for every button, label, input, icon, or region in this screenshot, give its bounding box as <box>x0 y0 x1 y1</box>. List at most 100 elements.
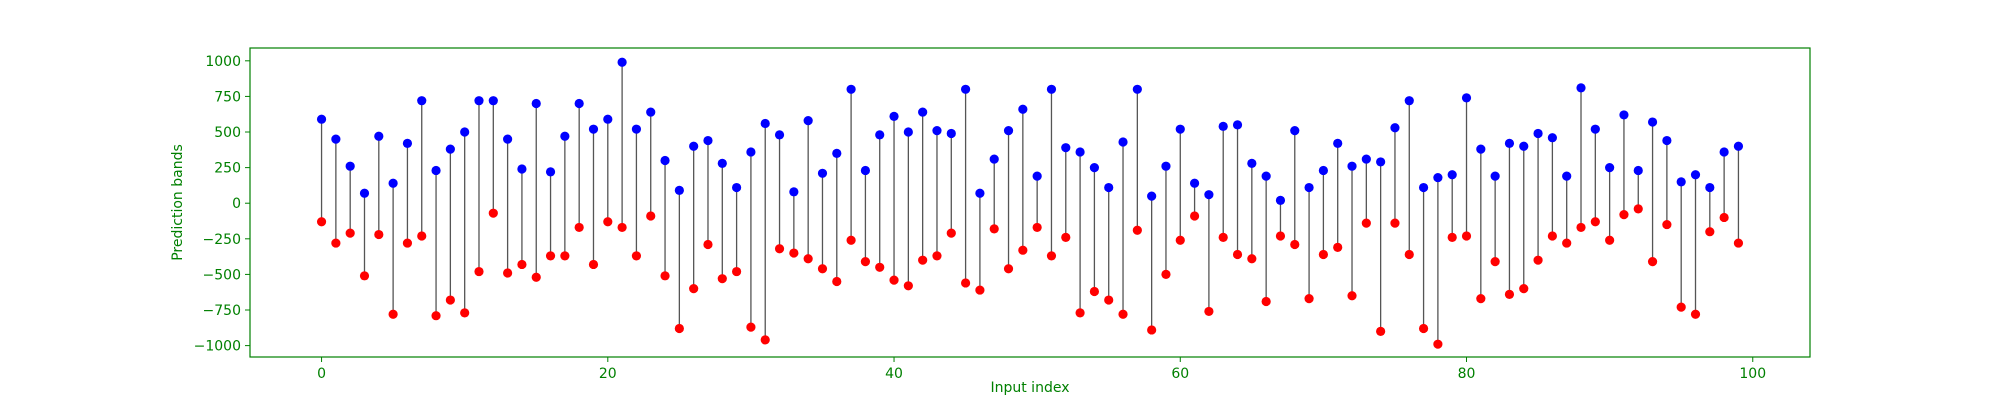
lower-point-33 <box>789 248 799 258</box>
y-tick-label: 1000 <box>205 54 241 70</box>
points-layer <box>316 57 1744 349</box>
lower-point-86 <box>1547 231 1557 241</box>
lower-point-46 <box>975 285 985 295</box>
lower-point-23 <box>646 211 656 221</box>
lower-point-73 <box>1361 218 1371 228</box>
stems-layer <box>320 62 1740 345</box>
upper-point-0 <box>316 114 327 124</box>
lower-point-53 <box>1075 308 1085 318</box>
upper-point-36 <box>832 148 842 158</box>
upper-point-93 <box>1647 117 1658 127</box>
lower-point-57 <box>1132 225 1142 235</box>
lower-point-9 <box>445 295 455 305</box>
lower-point-11 <box>474 266 484 277</box>
upper-point-79 <box>1447 170 1457 180</box>
lower-point-70 <box>1318 249 1328 260</box>
upper-point-30 <box>746 147 756 157</box>
upper-point-9 <box>445 144 455 154</box>
upper-point-60 <box>1175 124 1185 134</box>
upper-point-51 <box>1046 84 1057 94</box>
lower-point-68 <box>1290 239 1300 250</box>
lower-point-54 <box>1089 286 1100 297</box>
upper-point-13 <box>503 134 513 144</box>
lower-point-27 <box>703 239 713 250</box>
lower-point-1 <box>331 238 341 248</box>
upper-point-41 <box>903 127 913 137</box>
upper-point-50 <box>1032 171 1042 181</box>
lower-point-42 <box>918 255 928 265</box>
upper-point-75 <box>1390 123 1400 133</box>
upper-point-35 <box>817 168 828 178</box>
lower-point-92 <box>1633 204 1643 214</box>
upper-point-45 <box>960 84 971 94</box>
upper-point-73 <box>1361 154 1371 164</box>
lower-point-38 <box>860 256 871 267</box>
upper-point-74 <box>1376 157 1386 167</box>
lower-point-60 <box>1175 235 1185 245</box>
upper-point-83 <box>1504 138 1515 149</box>
lower-point-3 <box>359 271 370 281</box>
lower-point-66 <box>1261 296 1271 307</box>
upper-point-88 <box>1576 83 1586 93</box>
lower-point-74 <box>1376 326 1386 336</box>
upper-point-49 <box>1018 104 1028 114</box>
lower-point-90 <box>1605 235 1615 245</box>
upper-point-29 <box>732 182 742 193</box>
lower-point-87 <box>1562 238 1572 248</box>
lower-point-75 <box>1390 218 1400 228</box>
lower-point-62 <box>1204 306 1214 317</box>
lower-point-14 <box>517 259 527 270</box>
upper-point-37 <box>846 84 856 94</box>
y-tick-label: −250 <box>203 232 241 248</box>
upper-point-7 <box>417 96 427 106</box>
lower-point-65 <box>1247 254 1257 264</box>
upper-point-56 <box>1118 137 1128 147</box>
lower-point-52 <box>1061 232 1071 242</box>
upper-point-40 <box>889 111 899 121</box>
lower-point-97 <box>1705 227 1715 237</box>
x-tick-label: 60 <box>1171 366 1189 382</box>
lower-point-15 <box>531 272 541 282</box>
upper-point-65 <box>1247 158 1257 168</box>
upper-point-98 <box>1719 147 1729 157</box>
lower-point-58 <box>1147 325 1157 335</box>
upper-point-78 <box>1433 172 1443 183</box>
upper-point-1 <box>331 134 341 144</box>
y-tick-label: −750 <box>203 303 241 319</box>
lower-point-18 <box>574 222 584 233</box>
upper-point-24 <box>660 155 670 166</box>
lower-point-56 <box>1118 309 1128 319</box>
lower-point-8 <box>431 311 441 321</box>
y-tick-label: 500 <box>214 125 241 141</box>
upper-point-33 <box>789 187 799 197</box>
upper-point-31 <box>760 118 770 129</box>
lower-point-63 <box>1218 232 1228 242</box>
upper-point-3 <box>359 188 370 198</box>
upper-point-22 <box>631 124 642 134</box>
y-axis-ticks: −1000 −750 −500 −250 0 250 500 750 1000 <box>194 54 250 355</box>
lower-point-30 <box>746 322 756 332</box>
upper-point-21 <box>617 57 627 67</box>
upper-point-38 <box>860 165 871 176</box>
upper-point-81 <box>1476 144 1486 154</box>
lower-point-82 <box>1490 256 1500 267</box>
upper-point-46 <box>975 188 985 198</box>
x-tick-label: 0 <box>317 366 326 382</box>
y-tick-label: 0 <box>232 196 241 212</box>
upper-point-15 <box>531 98 541 109</box>
lower-point-22 <box>631 251 642 261</box>
lower-point-24 <box>660 271 670 281</box>
upper-point-17 <box>560 131 570 141</box>
upper-point-82 <box>1490 171 1500 181</box>
upper-point-28 <box>717 158 727 168</box>
upper-point-6 <box>402 138 413 149</box>
lower-point-35 <box>817 264 828 274</box>
lower-point-94 <box>1662 219 1672 230</box>
upper-point-97 <box>1705 182 1715 193</box>
lower-point-98 <box>1719 212 1729 223</box>
upper-point-86 <box>1547 133 1557 143</box>
x-axis-label: Input index <box>990 380 1069 396</box>
upper-point-12 <box>488 96 498 106</box>
lower-point-64 <box>1232 249 1243 260</box>
upper-point-20 <box>603 114 613 124</box>
